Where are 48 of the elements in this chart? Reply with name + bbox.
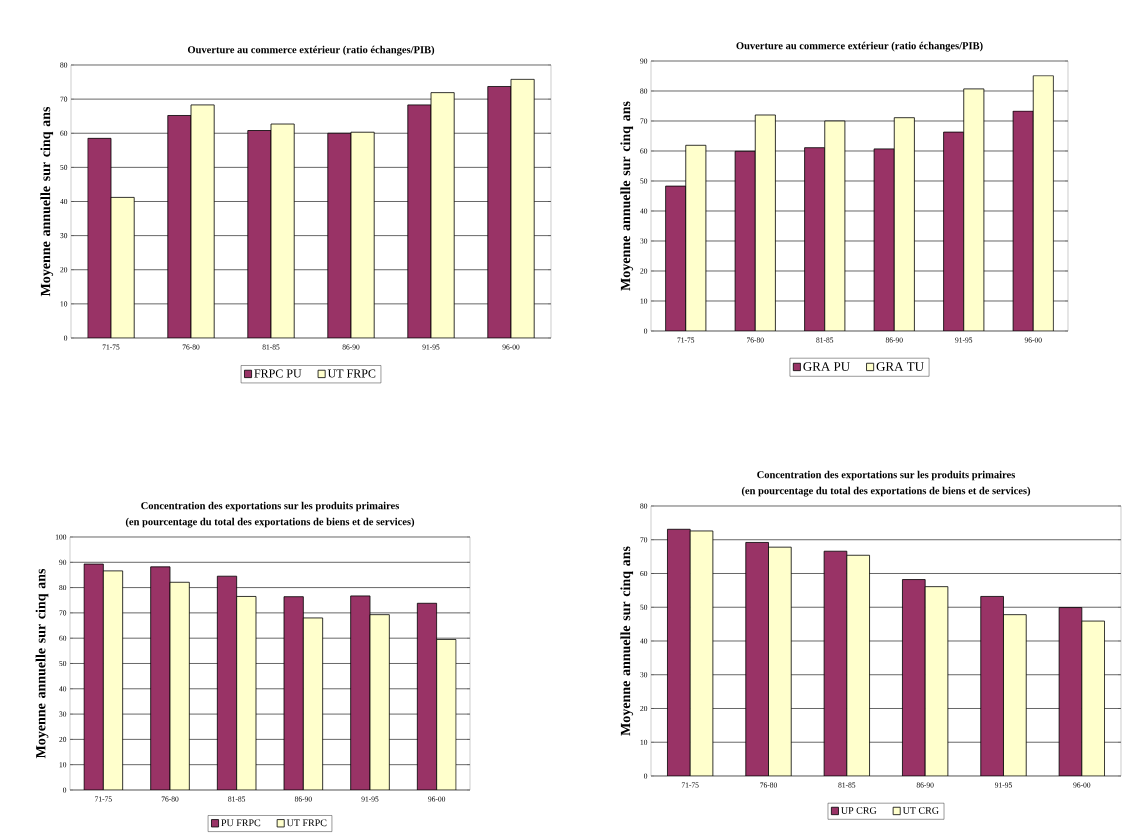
chart-title: Concentration des exportations sur les produits primaires [141,501,400,512]
chart-title: Ouverture au commerce extérieur (ratio échanges/PIB) [187,45,435,56]
bar [510,78,535,338]
y-axis-title: Moyenne annuelle sur cinq ans [40,106,54,297]
legend-label: PU FRPC [221,819,261,827]
y-axis-title: Moyenne annuelle sur cinq ans [35,568,49,759]
legend-label: UT FRPC [286,819,327,827]
bar [745,542,769,776]
bar [893,117,915,331]
y-axis-title: Moyenne annuelle sur cinq ans [620,546,634,736]
bar [407,104,432,338]
bar [665,185,687,331]
bar [734,150,756,331]
chart-subtitle: (en pourcentage du total des exportations de biens et de services) [741,486,1031,497]
bar [902,579,926,776]
legend-label: UT FRPC [327,369,376,378]
legend-label: UT CRG [902,807,939,814]
bar [804,147,826,331]
bar [430,92,455,338]
bar [754,114,776,331]
bar [110,196,135,338]
bar [1032,75,1054,331]
bar [487,86,512,338]
bar [1058,607,1083,776]
chart-title: Ouverture au commerce extérieur (ratio échanges/PIB) [736,41,983,52]
bar [247,130,272,338]
bar [980,596,1004,776]
bar [87,137,112,338]
bar [667,528,691,776]
legend-label: GRA PU [803,362,850,371]
bar [1012,110,1034,331]
legend-label: FRPC PU [254,369,302,378]
legend-label: UP CRG [841,807,877,814]
bar [823,550,848,776]
bar [327,132,352,338]
bar [963,88,985,331]
bar [873,148,895,331]
bar [824,120,846,331]
chart-title: Concentration des exportations sur les produits primaires [757,470,1016,481]
bar [943,131,965,331]
bar [190,104,215,338]
y-axis-title: Moyenne annuelle sur cinq ans [620,101,634,291]
chart-subtitle: (en pourcentage du total des exportations de biens et de services) [125,517,415,528]
bar [270,123,295,338]
bar [350,131,375,338]
legend-label: GRA TU [876,362,924,371]
bar [685,144,707,331]
bar [167,115,192,338]
